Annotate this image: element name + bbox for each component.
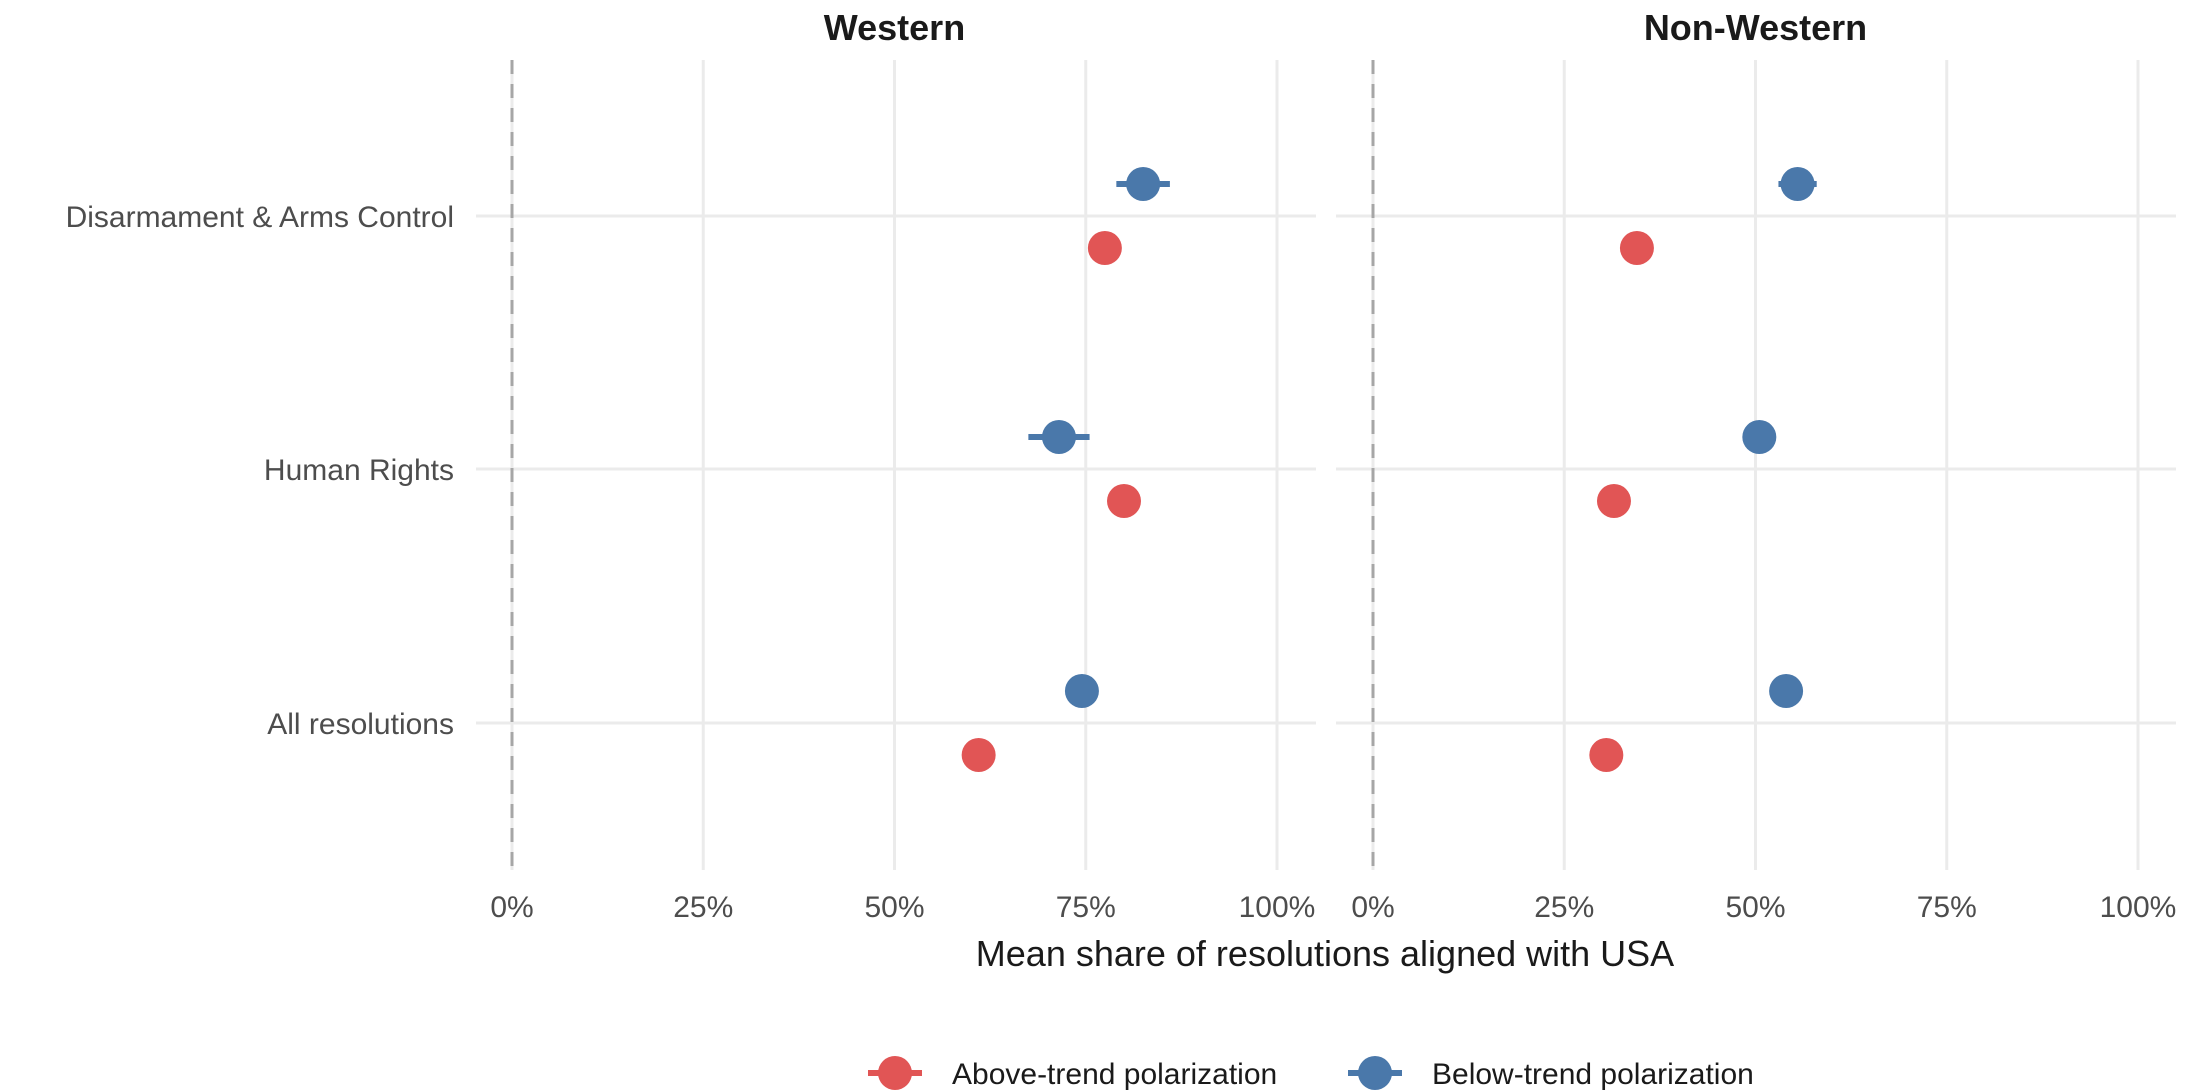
x-tick-label-western-0: 0% <box>490 891 533 924</box>
x-tick-label-western-100: 100% <box>1239 891 1316 924</box>
point-non-western-disarmament-arms-control-below-trend-polarization <box>1780 167 1815 201</box>
point-western-all-resolutions-below-trend-polarization <box>1064 674 1099 708</box>
x-tick-label-non-western-0: 0% <box>1351 891 1394 924</box>
point-non-western-human-rights-below-trend-polarization <box>1742 420 1777 454</box>
x-tick-label-western-75: 75% <box>1056 891 1116 924</box>
legend-label-below-trend-polarization: Below-trend polarization <box>1432 1058 1754 1091</box>
point-western-disarmament-arms-control-above-trend-polarization <box>1087 231 1122 265</box>
point-western-human-rights-below-trend-polarization <box>1041 420 1076 454</box>
x-axis-title: Mean share of resolutions aligned with U… <box>976 933 1674 974</box>
point-non-western-disarmament-arms-control-above-trend-polarization <box>1619 231 1654 265</box>
facet-title-western: Western <box>824 7 965 48</box>
x-tick-label-non-western-75: 75% <box>1917 891 1977 924</box>
x-tick-label-non-western-50: 50% <box>1725 891 1785 924</box>
point-western-human-rights-above-trend-polarization <box>1107 484 1141 518</box>
point-western-all-resolutions-above-trend-polarization <box>961 738 996 772</box>
facet-title-non-western: Non-Western <box>1644 7 1867 48</box>
legend-key-dot-above-trend-polarization <box>878 1056 912 1090</box>
x-tick-label-western-25: 25% <box>673 891 733 924</box>
category-label-disarmament-arms-control: Disarmament & Arms Control <box>66 201 454 234</box>
point-non-western-human-rights-above-trend-polarization <box>1596 484 1631 518</box>
x-tick-label-western-50: 50% <box>864 891 924 924</box>
point-non-western-all-resolutions-below-trend-polarization <box>1769 674 1804 708</box>
point-western-disarmament-arms-control-below-trend-polarization <box>1126 167 1161 201</box>
legend-key-dot-below-trend-polarization <box>1358 1056 1392 1090</box>
point-non-western-all-resolutions-above-trend-polarization <box>1589 738 1624 772</box>
category-label-all-resolutions: All resolutions <box>267 708 454 741</box>
x-tick-label-non-western-100: 100% <box>2100 891 2177 924</box>
legend-label-above-trend-polarization: Above-trend polarization <box>952 1058 1277 1091</box>
x-tick-label-non-western-25: 25% <box>1534 891 1594 924</box>
category-label-human-rights: Human Rights <box>264 454 454 487</box>
